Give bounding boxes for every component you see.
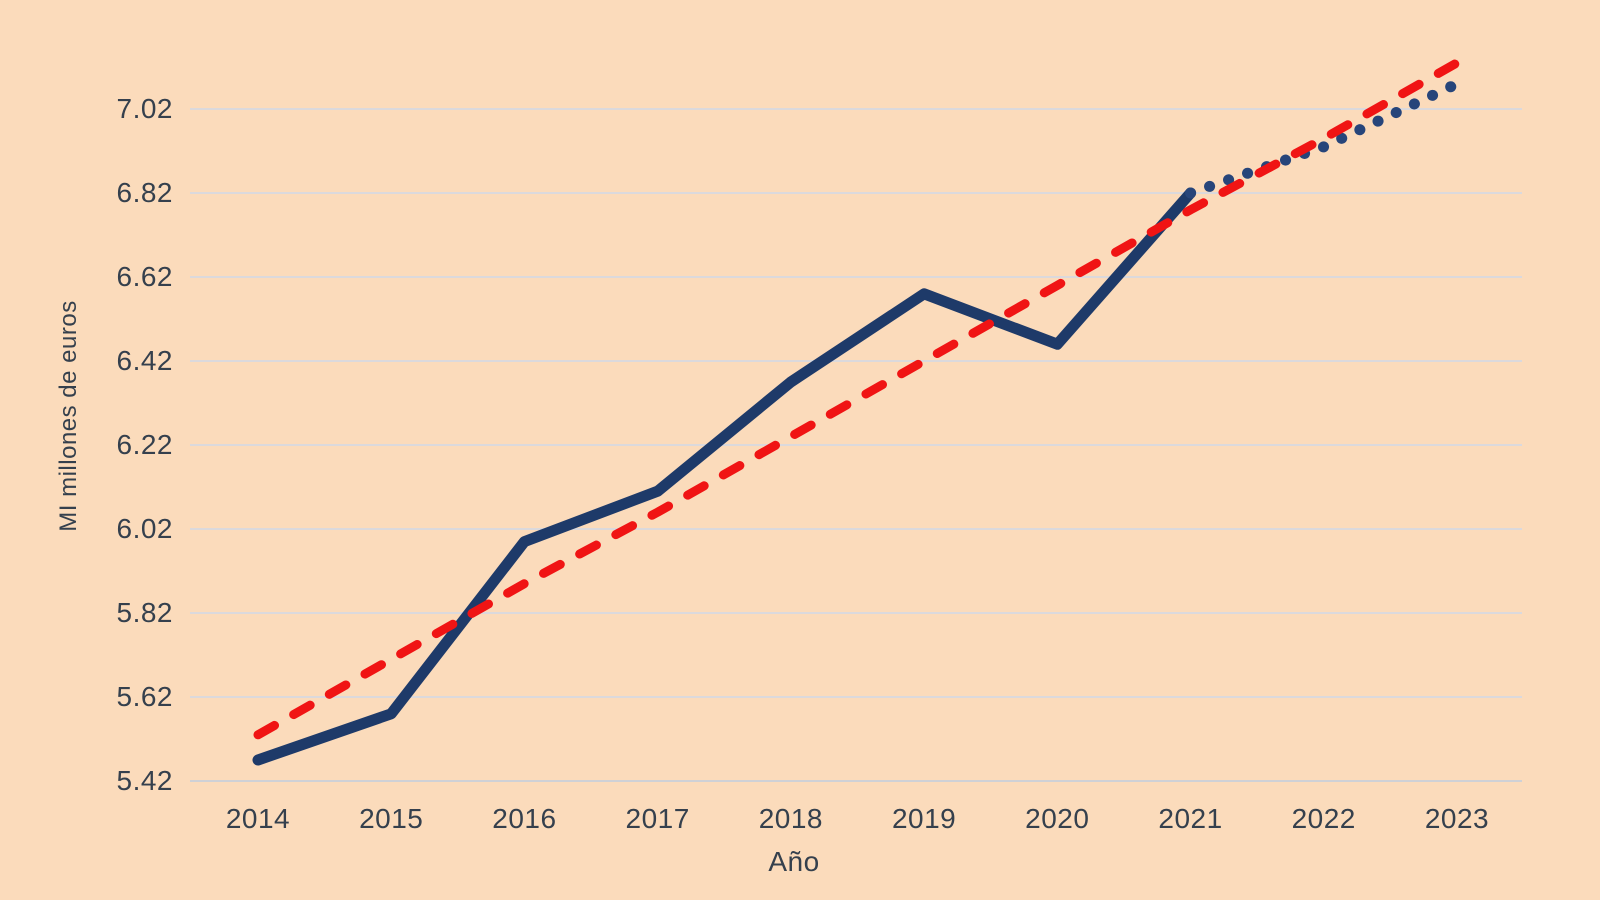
x-tick-label: 2018 [758,803,824,834]
y-tick-label: 6.02 [116,513,173,544]
series-actual-solid-line [252,187,1197,766]
x-tick-label: 2022 [1291,803,1356,834]
y-tick-label: 5.82 [116,597,173,628]
y-tick-label: 6.42 [116,345,173,376]
x-axis-title: Año [768,846,820,877]
x-tick-label: 2015 [359,803,424,834]
series-projection-dotted-line [1185,78,1463,199]
y-tick-label: 7.02 [116,93,173,124]
y-tick-label: 5.62 [116,681,173,712]
x-tick-label: 2020 [1025,803,1090,834]
x-tick-label: 2017 [625,803,690,834]
series-trend-dashed-line [253,58,1462,740]
y-tick-label: 5.42 [116,765,173,796]
x-tick-label: 2014 [225,803,291,834]
x-tick-label: 2023 [1424,803,1490,834]
x-tick-label: 2016 [492,803,557,834]
y-tick-label: 6.22 [116,429,173,460]
x-tick-label: 2019 [891,803,957,834]
y-axis-title: MI millones de euros [55,300,82,532]
x-tick-label: 2021 [1158,803,1223,834]
y-tick-label: 6.82 [116,177,173,208]
y-tick-label: 6.62 [116,261,173,292]
